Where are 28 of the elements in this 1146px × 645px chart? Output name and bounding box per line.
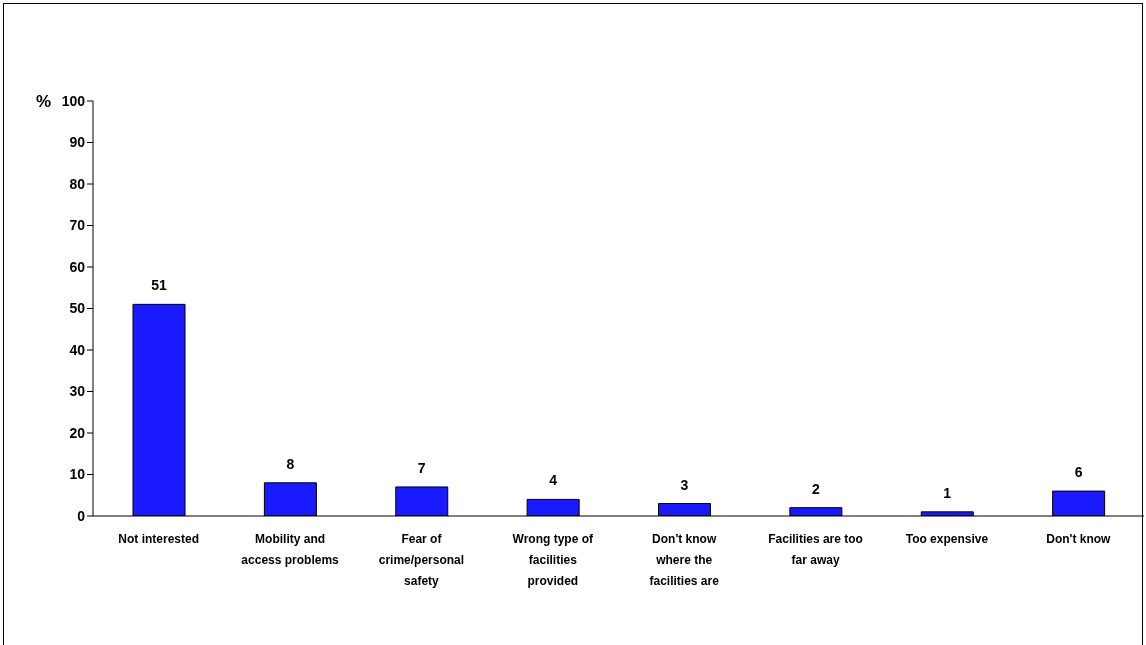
y-tick-label: 10 — [69, 466, 86, 483]
x-tick-label: Wrong type of facilities provided — [512, 531, 595, 588]
x-tick-label: Mobility and access problems — [241, 531, 340, 567]
y-tick-label: 30 — [69, 383, 86, 400]
data-label: 7 — [417, 459, 426, 476]
x-tick-label: Don't know where the facilities are — [649, 531, 720, 588]
x-tick-label: Too expensive — [905, 531, 989, 546]
data-label: 1 — [943, 484, 952, 501]
data-label: 2 — [811, 480, 820, 497]
data-label: 8 — [286, 455, 295, 472]
y-tick-label: 20 — [69, 424, 86, 441]
y-tick-label: 80 — [69, 175, 86, 192]
x-tick-label: Don't know — [1046, 531, 1112, 546]
y-tick-label: 100 — [61, 92, 86, 109]
x-tick-label: Fear of crime/personal safety — [378, 531, 465, 588]
y-tick-label: 90 — [69, 134, 86, 151]
y-tick-label: 70 — [69, 217, 86, 234]
y-tick-label: 0 — [77, 507, 86, 524]
y-tick-label: 50 — [69, 300, 86, 317]
data-label: 51 — [151, 277, 167, 294]
y-axis-title: % — [36, 92, 52, 112]
y-tick-label: 60 — [69, 258, 86, 275]
x-tick-label: Facilities are too far away — [768, 531, 863, 567]
data-label: 6 — [1074, 464, 1083, 481]
data-label: 4 — [549, 472, 558, 489]
y-tick-label: 40 — [69, 341, 86, 358]
x-tick-label: Not interested — [118, 531, 200, 546]
data-label: 3 — [680, 476, 689, 493]
